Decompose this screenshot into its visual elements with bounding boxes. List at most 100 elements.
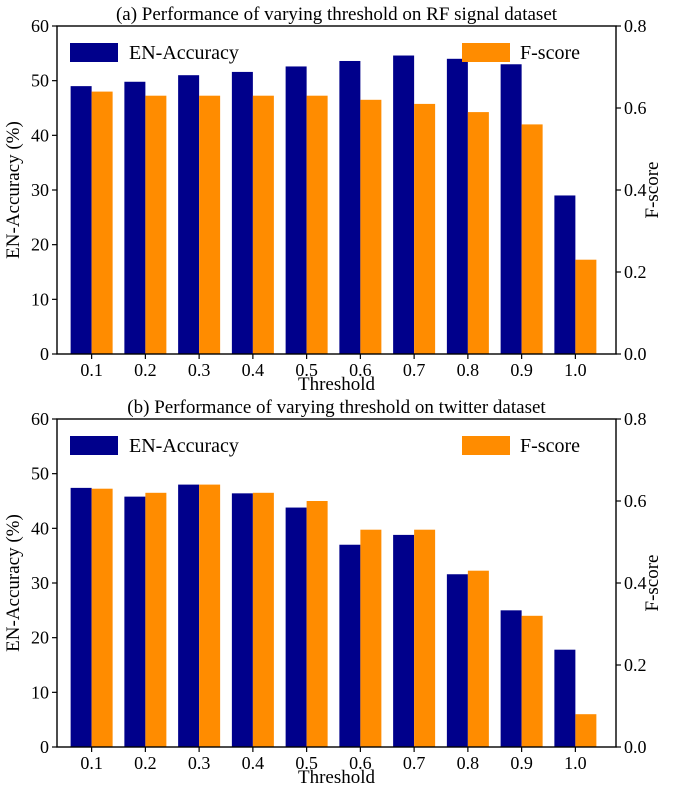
bar-en-accuracy-0.4 <box>231 493 253 747</box>
bar-f-score-0.6 <box>360 529 382 747</box>
bar-en-accuracy-0.9 <box>500 610 522 747</box>
bar-en-accuracy-1.0 <box>554 195 576 354</box>
x-tick-label: 0.2 <box>134 360 157 380</box>
bar-en-accuracy-0.9 <box>500 64 522 355</box>
x-tick-label: 0.7 <box>403 753 426 773</box>
bar-f-score-1.0 <box>575 714 597 747</box>
bar-en-accuracy-0.8 <box>446 58 468 355</box>
x-tick-label: 0.4 <box>242 360 265 380</box>
y2-tick-label: 0.0 <box>624 344 647 364</box>
x-axis-label: Threshold <box>298 767 376 788</box>
bar-f-score-0.9 <box>521 124 543 355</box>
y-tick-label: 60 <box>31 409 49 429</box>
y2-tick-label: 0.2 <box>624 262 647 282</box>
chart-title: (a) Performance of varying threshold on … <box>116 4 558 25</box>
bar-f-score-0.2 <box>145 95 167 354</box>
x-tick-label: 0.2 <box>134 753 157 773</box>
bar-en-accuracy-0.7 <box>393 534 415 747</box>
x-tick-label: 0.3 <box>188 360 211 380</box>
bar-en-accuracy-0.1 <box>70 487 92 747</box>
y-tick-label: 50 <box>31 71 49 91</box>
x-tick-label: 0.1 <box>80 753 103 773</box>
bar-en-accuracy-0.2 <box>124 81 146 354</box>
bar-en-accuracy-0.5 <box>285 66 307 354</box>
y-tick-label: 40 <box>31 125 49 145</box>
bar-f-score-0.1 <box>91 91 113 354</box>
x-tick-label: 0.6 <box>349 753 372 773</box>
x-tick-label: 0.9 <box>510 360 533 380</box>
bar-en-accuracy-0.3 <box>178 75 200 354</box>
bar-en-accuracy-0.2 <box>124 496 146 747</box>
bar-en-accuracy-0.6 <box>339 60 361 355</box>
y2-tick-label: 0.6 <box>624 491 647 511</box>
legend-label-en-accuracy: EN-Accuracy <box>129 42 239 64</box>
bar-en-accuracy-0.4 <box>231 71 253 355</box>
legend-swatch-f-score <box>462 436 510 455</box>
x-tick-label: 0.6 <box>349 360 372 380</box>
y2-tick-label: 0.0 <box>624 737 647 757</box>
bar-f-score-0.5 <box>306 95 328 354</box>
legend-swatch-f-score <box>462 43 510 62</box>
x-axis-label: Threshold <box>298 374 376 395</box>
x-tick-label: 1.0 <box>564 753 587 773</box>
y-tick-label: 30 <box>31 573 49 593</box>
chart-panel-b: (b) Performance of varying threshold on … <box>3 397 663 788</box>
bar-f-score-0.1 <box>91 488 113 747</box>
bar-f-score-0.7 <box>414 529 436 747</box>
y-axis-label: EN-Accuracy (%) <box>3 121 24 259</box>
y2-axis-label: F-score <box>642 162 663 219</box>
bar-f-score-0.5 <box>306 501 328 747</box>
y2-tick-label: 0.8 <box>624 16 647 36</box>
y2-tick-label: 0.4 <box>624 180 647 200</box>
bar-f-score-0.6 <box>360 99 382 354</box>
chart-title: (b) Performance of varying threshold on … <box>127 397 546 418</box>
bar-en-accuracy-0.7 <box>393 55 415 355</box>
bar-f-score-1.0 <box>575 259 597 354</box>
x-tick-label: 1.0 <box>564 360 587 380</box>
legend-swatch-en-accuracy <box>70 436 118 455</box>
bar-f-score-0.9 <box>521 615 543 747</box>
y-tick-label: 40 <box>31 518 49 538</box>
y-tick-label: 0 <box>40 737 49 757</box>
y2-tick-label: 0.2 <box>624 655 647 675</box>
legend-swatch-en-accuracy <box>70 43 118 62</box>
bar-f-score-0.3 <box>199 95 221 354</box>
y-tick-label: 50 <box>31 464 49 484</box>
y-tick-label: 10 <box>31 289 49 309</box>
chart-panel-a: (a) Performance of varying threshold on … <box>3 4 663 395</box>
y2-tick-label: 0.4 <box>624 573 647 593</box>
bar-f-score-0.8 <box>467 570 489 747</box>
y-axis-label: EN-Accuracy (%) <box>3 514 24 652</box>
legend-label-en-accuracy: EN-Accuracy <box>129 435 239 457</box>
x-tick-label: 0.4 <box>242 753 265 773</box>
y2-tick-label: 0.6 <box>624 98 647 118</box>
y2-tick-label: 0.8 <box>624 409 647 429</box>
x-tick-label: 0.7 <box>403 360 426 380</box>
y-tick-label: 20 <box>31 235 49 255</box>
bar-f-score-0.4 <box>252 492 274 747</box>
legend-label-f-score: F-score <box>520 435 580 457</box>
bar-f-score-0.3 <box>199 484 221 747</box>
x-tick-label: 0.9 <box>510 753 533 773</box>
bar-en-accuracy-1.0 <box>554 649 576 747</box>
legend-label-f-score: F-score <box>520 42 580 64</box>
x-tick-label: 0.3 <box>188 753 211 773</box>
y-tick-label: 60 <box>31 16 49 36</box>
y-tick-label: 10 <box>31 682 49 702</box>
bar-f-score-0.8 <box>467 112 489 354</box>
x-tick-label: 0.8 <box>457 360 480 380</box>
y-tick-label: 30 <box>31 180 49 200</box>
x-tick-label: 0.5 <box>295 360 318 380</box>
y2-axis-label: F-score <box>642 555 663 612</box>
bar-en-accuracy-0.3 <box>178 484 200 747</box>
x-tick-label: 0.8 <box>457 753 480 773</box>
bar-f-score-0.2 <box>145 492 167 747</box>
x-tick-label: 0.5 <box>295 753 318 773</box>
y-tick-label: 0 <box>40 344 49 364</box>
bar-en-accuracy-0.8 <box>446 574 468 747</box>
bar-en-accuracy-0.1 <box>70 86 92 354</box>
bar-f-score-0.4 <box>252 95 274 354</box>
y-tick-label: 20 <box>31 628 49 648</box>
bar-en-accuracy-0.5 <box>285 507 307 747</box>
